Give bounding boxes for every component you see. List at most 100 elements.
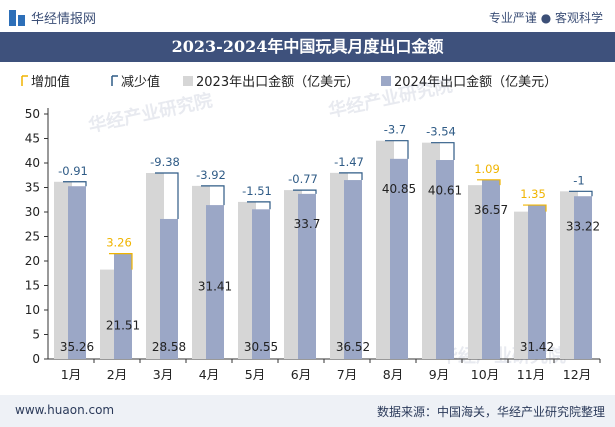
x-tick-label: 6月 xyxy=(291,367,311,382)
change-bracket xyxy=(63,181,87,187)
bar-2024 xyxy=(206,205,224,359)
change-label: -1.47 xyxy=(334,155,364,169)
bar-2024 xyxy=(528,205,546,359)
legend-label-increase: 增加值 xyxy=(31,74,70,90)
change-label: -1.51 xyxy=(242,184,272,198)
x-tick-label: 7月 xyxy=(337,367,357,382)
y-tick-label: 20 xyxy=(25,254,40,268)
x-tick-label: 3月 xyxy=(153,367,173,382)
change-bracket xyxy=(431,142,455,161)
y-tick-label: 30 xyxy=(25,205,40,219)
change-bracket xyxy=(385,140,409,159)
value-label-2024: 30.55 xyxy=(244,340,278,354)
legend-swatch-2024 xyxy=(381,76,391,86)
x-tick-label: 12月 xyxy=(563,367,591,382)
change-label: -9.38 xyxy=(150,155,180,169)
change-bracket xyxy=(523,204,547,212)
change-label: -3.7 xyxy=(384,123,406,137)
bar-2023 xyxy=(422,142,440,359)
change-bracket xyxy=(477,179,501,186)
value-label-2024: 40.85 xyxy=(382,182,416,196)
y-tick-label: 5 xyxy=(32,328,40,342)
legend-swatch-2023 xyxy=(183,76,193,86)
bar-2023 xyxy=(330,172,348,359)
brand-logo-icon xyxy=(9,9,25,26)
labels-layer: -0.91 35.26 3.26 21.51 -9.38 28.58 -3.92 31.41 -… xyxy=(58,123,600,354)
bar-2024 xyxy=(114,253,132,359)
bar-2023 xyxy=(514,211,532,359)
value-label-2024: 33.7 xyxy=(294,217,321,231)
y-tick-label: 15 xyxy=(25,279,40,293)
bar-2023 xyxy=(54,181,72,359)
bar-2023 xyxy=(238,201,256,359)
value-label-2024: 21.51 xyxy=(106,319,140,333)
svg-text:华经产业研究院: 华经产业研究院 xyxy=(86,89,214,137)
change-bracket xyxy=(155,172,179,219)
value-label-2024: 31.41 xyxy=(198,279,232,293)
y-tick-label: 45 xyxy=(25,132,40,146)
value-label-2024: 40.61 xyxy=(428,183,462,197)
value-label-2024: 36.57 xyxy=(474,203,508,217)
legend-label-decrease: 减少值 xyxy=(121,74,160,90)
change-label: 1.09 xyxy=(474,162,500,176)
y-tick-label: 0 xyxy=(32,352,40,366)
bar-2023 xyxy=(284,190,302,359)
change-label: 3.26 xyxy=(106,236,132,250)
bar-2024 xyxy=(344,180,362,359)
change-bracket xyxy=(201,185,225,206)
bars-layer xyxy=(54,140,593,359)
change-bracket xyxy=(569,190,593,197)
bar-2024 xyxy=(390,158,408,359)
bar-2023 xyxy=(560,191,578,359)
y-tick-label: 25 xyxy=(25,230,40,244)
value-label-2024: 33.22 xyxy=(566,220,600,234)
chart: 增加值 减少值 2023年出口金额（亿美元） 2024年出口金额（亿美元） 华经… xyxy=(21,74,601,382)
bar-2024 xyxy=(482,179,500,359)
bar-2023 xyxy=(192,185,210,359)
change-bracket xyxy=(247,201,271,210)
x-tick-label: 11月 xyxy=(517,367,545,382)
change-label: -0.77 xyxy=(288,172,318,186)
bar-2024 xyxy=(436,160,454,359)
change-label: 1.35 xyxy=(520,187,546,201)
y-tick-label: 50 xyxy=(25,107,40,121)
change-label: -1 xyxy=(573,173,584,187)
y-tick-label: 40 xyxy=(25,156,40,170)
change-label: -0.91 xyxy=(58,164,88,178)
tagline: 专业严谨 ● 客观科学 xyxy=(488,11,603,25)
change-label: -3.92 xyxy=(196,168,226,182)
legend-item-2024: 2024年出口金额（亿美元） xyxy=(381,74,557,90)
legend-item-increase: 增加值 xyxy=(21,74,70,90)
change-bracket xyxy=(109,253,133,270)
x-tick-label: 2月 xyxy=(107,367,127,382)
bar-2024 xyxy=(298,193,316,359)
value-label-2024: 31.42 xyxy=(520,340,554,354)
footer: www.huaon.com 数据来源：中国海关，华经产业研究院整理 xyxy=(0,395,615,427)
bar-2024 xyxy=(252,209,270,359)
legend: 增加值 减少值 2023年出口金额（亿美元） 2024年出口金额（亿美元） xyxy=(21,74,557,90)
x-tick-label: 10月 xyxy=(471,367,499,382)
brand-name: 华经情报网 xyxy=(31,12,97,27)
bar-2023 xyxy=(468,185,486,359)
change-bracket xyxy=(339,172,363,181)
value-label-2024: 28.58 xyxy=(152,340,186,354)
x-tick-label: 9月 xyxy=(429,367,449,382)
x-tick-label: 1月 xyxy=(61,367,81,382)
legend-label-2023: 2023年出口金额（亿美元） xyxy=(196,74,359,90)
axis-layer: 0 5 10 15 20 25 30 35 40 45 50 1月 2月 3月 4月 5月 6月 7月 8月 9月 10… xyxy=(25,107,601,382)
bar-2024 xyxy=(160,218,178,359)
legend-item-2023: 2023年出口金额（亿美元） xyxy=(183,74,359,90)
brand-logo[interactable]: 华经情报网 xyxy=(9,8,96,27)
bar-2023 xyxy=(376,140,394,359)
legend-item-decrease: 减少值 xyxy=(111,74,160,90)
x-tick-label: 5月 xyxy=(245,367,265,382)
legend-label-2024: 2024年出口金额（亿美元） xyxy=(394,74,557,90)
x-tick-label: 4月 xyxy=(199,367,219,382)
bar-2023 xyxy=(146,172,164,359)
footer-url[interactable]: www.huaon.com xyxy=(15,403,115,417)
value-label-2024: 36.52 xyxy=(336,340,370,354)
y-tick-label: 10 xyxy=(25,303,40,317)
top-bar: 华经情报网 专业严谨 ● 客观科学 xyxy=(0,0,615,32)
footer-source: 数据来源：中国海关，华经产业研究院整理 xyxy=(376,405,605,419)
bar-2023 xyxy=(100,269,118,359)
